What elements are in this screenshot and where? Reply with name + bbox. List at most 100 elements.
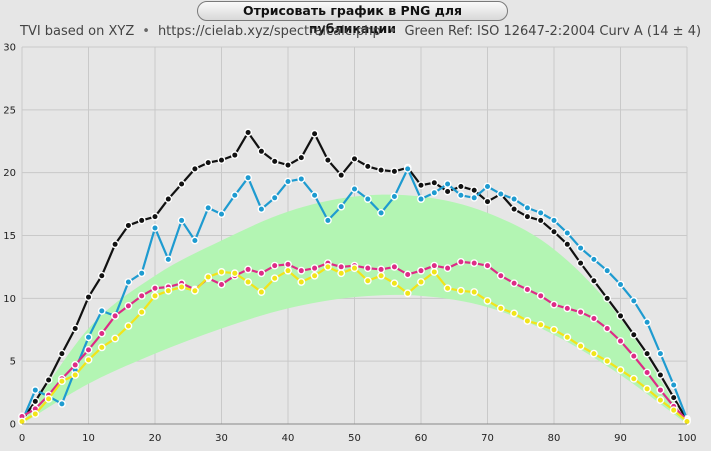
data-point xyxy=(310,129,319,138)
data-point xyxy=(563,240,572,249)
data-point xyxy=(629,352,638,361)
data-point xyxy=(151,291,159,300)
data-point xyxy=(284,260,292,269)
top-bar: Отрисовать график в PNG для публикации xyxy=(0,0,711,36)
x-tick-label: 30 xyxy=(215,433,228,444)
data-point xyxy=(550,300,558,309)
data-point xyxy=(603,266,612,275)
y-tick-label: 20 xyxy=(3,168,16,179)
data-point xyxy=(430,178,439,187)
data-point xyxy=(124,301,133,310)
data-point xyxy=(177,216,186,225)
data-point xyxy=(84,333,93,342)
data-point xyxy=(417,195,425,203)
data-point xyxy=(456,191,465,200)
data-point xyxy=(151,212,159,221)
data-point xyxy=(523,212,532,221)
series-1 xyxy=(18,164,691,426)
data-point xyxy=(124,322,133,330)
data-point xyxy=(323,216,332,225)
data-point xyxy=(230,191,239,200)
data-point xyxy=(417,266,425,275)
x-tick-label: 70 xyxy=(481,433,494,444)
data-point xyxy=(576,259,585,268)
data-point xyxy=(603,324,612,333)
data-point xyxy=(58,399,66,408)
data-point xyxy=(456,286,465,295)
subtitle-method: TVI based on XYZ xyxy=(20,24,135,39)
data-point xyxy=(510,309,518,318)
data-point xyxy=(430,188,439,197)
data-point xyxy=(270,193,279,202)
data-point xyxy=(430,268,439,276)
data-point xyxy=(337,202,346,211)
subtitle-separator: • xyxy=(142,24,150,39)
data-point xyxy=(58,377,66,386)
data-point xyxy=(337,263,346,271)
data-point xyxy=(616,366,625,374)
data-point xyxy=(470,186,479,195)
data-point xyxy=(310,264,319,273)
data-point xyxy=(643,349,651,358)
data-point xyxy=(97,306,106,315)
data-point xyxy=(151,224,159,232)
data-point xyxy=(44,376,53,384)
data-point xyxy=(297,266,306,275)
data-point xyxy=(443,180,452,188)
x-tick-label: 90 xyxy=(614,433,627,444)
data-point xyxy=(403,270,412,279)
data-point xyxy=(590,276,598,285)
data-point xyxy=(244,173,253,182)
data-point xyxy=(177,283,186,291)
data-point xyxy=(417,181,425,190)
data-point xyxy=(629,330,638,339)
data-point xyxy=(656,371,665,379)
data-point xyxy=(190,286,199,295)
data-point xyxy=(590,314,598,323)
data-point xyxy=(483,261,492,270)
data-point xyxy=(337,269,346,278)
y-tick-label: 5 xyxy=(10,357,16,368)
data-point xyxy=(656,386,665,394)
data-point xyxy=(137,308,146,317)
data-point xyxy=(297,175,306,183)
data-point xyxy=(669,381,678,389)
data-point xyxy=(643,384,651,393)
data-point xyxy=(58,349,66,358)
data-point xyxy=(124,221,133,230)
data-point xyxy=(550,216,558,225)
data-point xyxy=(270,261,279,270)
data-point xyxy=(190,236,199,245)
subtitle-url: https://cielab.xyz/spectralcalc.php xyxy=(157,24,381,39)
data-point xyxy=(151,284,159,293)
data-point xyxy=(576,342,585,350)
x-tick-label: 40 xyxy=(282,433,295,444)
reference-band xyxy=(22,194,687,424)
data-point xyxy=(669,393,678,402)
x-tick-label: 20 xyxy=(149,433,162,444)
data-point xyxy=(430,261,439,270)
data-point xyxy=(323,263,332,271)
data-point xyxy=(443,264,452,273)
data-point xyxy=(257,205,266,214)
y-tick-label: 10 xyxy=(3,294,16,305)
data-point xyxy=(284,161,292,170)
data-point xyxy=(84,345,93,354)
data-point xyxy=(204,273,213,281)
data-point xyxy=(71,361,80,369)
data-point xyxy=(417,278,425,286)
data-point xyxy=(496,304,505,313)
data-point xyxy=(18,417,26,426)
data-point xyxy=(31,410,40,418)
data-point xyxy=(629,374,638,383)
subtitle-reference: Green Ref: ISO 12647-2:2004 Curv A (14 ±… xyxy=(404,24,702,39)
export-png-button[interactable]: Отрисовать график в PNG для публикации xyxy=(197,1,508,36)
x-tick-label: 50 xyxy=(348,433,361,444)
data-point xyxy=(71,324,80,333)
data-point xyxy=(377,166,385,175)
data-point xyxy=(217,210,226,219)
data-point xyxy=(616,337,625,345)
data-point xyxy=(97,343,106,352)
data-point xyxy=(270,274,279,283)
data-point xyxy=(217,156,226,165)
